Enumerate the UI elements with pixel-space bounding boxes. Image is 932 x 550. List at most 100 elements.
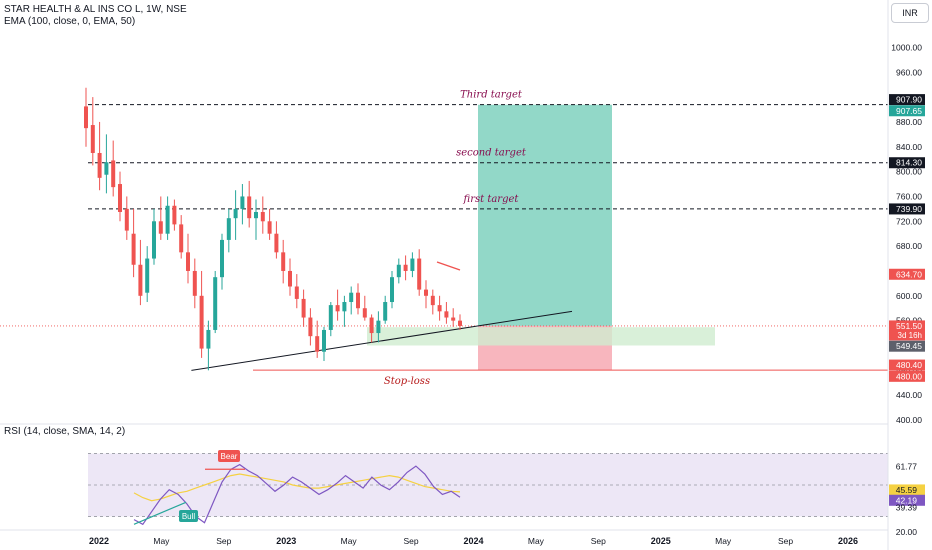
price-label: 739.90 <box>896 204 922 214</box>
candle <box>179 224 184 253</box>
candle <box>152 221 156 259</box>
price-label-box <box>889 105 925 117</box>
candle <box>383 302 388 321</box>
price-label: 480.40 <box>896 360 922 370</box>
candle <box>97 152 102 178</box>
candle <box>158 221 163 234</box>
candle <box>335 305 340 312</box>
candle <box>90 125 95 153</box>
candle <box>328 305 333 330</box>
candle <box>281 252 286 271</box>
candle <box>254 211 258 219</box>
candle <box>322 329 326 352</box>
candle <box>294 286 299 299</box>
candle <box>274 233 279 253</box>
candle <box>111 160 116 188</box>
candle <box>308 317 313 337</box>
candle <box>424 289 428 296</box>
price-label-box <box>889 203 925 215</box>
chart-title: STAR HEALTH & AL INS CO L, 1W, NSE <box>4 4 187 15</box>
rsi-tick-label: 45.59 <box>896 485 918 495</box>
time-tick-label: May <box>715 536 732 546</box>
candle <box>104 162 109 175</box>
candle <box>220 239 224 278</box>
price-label-box <box>889 340 925 352</box>
candle <box>124 208 129 231</box>
price-tick-label: 720.00 <box>896 216 922 226</box>
candle <box>145 258 150 293</box>
rsi-ma-line <box>133 473 461 502</box>
price-tick-label: 680.00 <box>896 241 922 251</box>
price-tick-label: 1000.00 <box>891 42 922 52</box>
price-label-box <box>889 268 925 280</box>
candle <box>247 196 252 219</box>
candle <box>165 205 170 234</box>
time-tick-label: May <box>153 536 170 546</box>
time-tick-label: 2025 <box>651 536 671 546</box>
candle <box>403 264 408 271</box>
candle <box>356 292 360 309</box>
candle <box>233 208 238 219</box>
candle <box>458 320 462 326</box>
candle <box>199 295 204 349</box>
candle <box>226 218 231 240</box>
rsi-tick-label: 20.00 <box>896 527 918 537</box>
price-label: 634.70 <box>896 269 922 279</box>
bear-label: Bear <box>221 452 238 461</box>
price-tick-label: 760.00 <box>896 191 922 201</box>
price-tick-label: 440.00 <box>896 390 922 400</box>
price-tick-label: 880.00 <box>896 117 922 127</box>
price-label: 551.50 <box>896 321 922 331</box>
price-label-box <box>889 157 925 169</box>
price-label-box <box>889 359 925 371</box>
price-label-box <box>889 94 925 106</box>
candle <box>396 264 401 278</box>
time-tick-label: May <box>528 536 545 546</box>
rsi-tick-label: 42.19 <box>896 495 918 505</box>
time-tick-label: 2023 <box>276 536 296 546</box>
candle <box>444 311 449 318</box>
candle <box>186 252 190 271</box>
price-label: 480.00 <box>896 371 922 381</box>
time-tick-label: 2026 <box>838 536 858 546</box>
time-tick-label: 2022 <box>89 536 109 546</box>
trendline <box>191 310 573 371</box>
time-tick-label: Sep <box>404 536 419 546</box>
target-label: first target <box>463 194 520 205</box>
ema-legend: EMA (100, close, 0, EMA, 50) <box>4 16 136 27</box>
time-tick-label: 2024 <box>463 536 483 546</box>
candle <box>131 233 136 265</box>
price-label: 814.30 <box>896 158 922 168</box>
rsi-line <box>133 463 461 526</box>
time-tick-label: Sep <box>778 536 793 546</box>
candle <box>342 302 347 312</box>
candle <box>118 184 122 212</box>
rsi-label-box <box>889 484 925 496</box>
candle <box>410 258 415 271</box>
candle <box>260 211 265 222</box>
candle <box>376 320 381 334</box>
candle <box>240 196 245 209</box>
candle <box>451 317 456 321</box>
stop-loss-label: Stop-loss <box>384 376 430 387</box>
rsi-legend: RSI (14, close, SMA, 14, 2) <box>4 426 126 437</box>
target-label: second target <box>456 148 527 159</box>
candle <box>369 317 374 334</box>
bull-divergence-line <box>133 501 187 525</box>
rsi-tick-label: 39.39 <box>896 503 918 513</box>
candle <box>267 221 272 234</box>
support-zone <box>367 327 715 346</box>
price-tick-label: 800.00 <box>896 167 922 177</box>
bull-label: Bull <box>182 512 196 521</box>
currency-button[interactable]: INR <box>891 3 929 23</box>
candle <box>172 205 177 225</box>
price-label-box <box>889 320 925 341</box>
price-tick-label: 600.00 <box>896 291 922 301</box>
red-marker-line <box>436 261 461 271</box>
time-tick-label: Sep <box>591 536 606 546</box>
price-label: 907.65 <box>896 106 922 116</box>
price-label: 907.90 <box>896 95 922 105</box>
candle <box>430 295 435 306</box>
price-tick-label: 960.00 <box>896 67 922 77</box>
